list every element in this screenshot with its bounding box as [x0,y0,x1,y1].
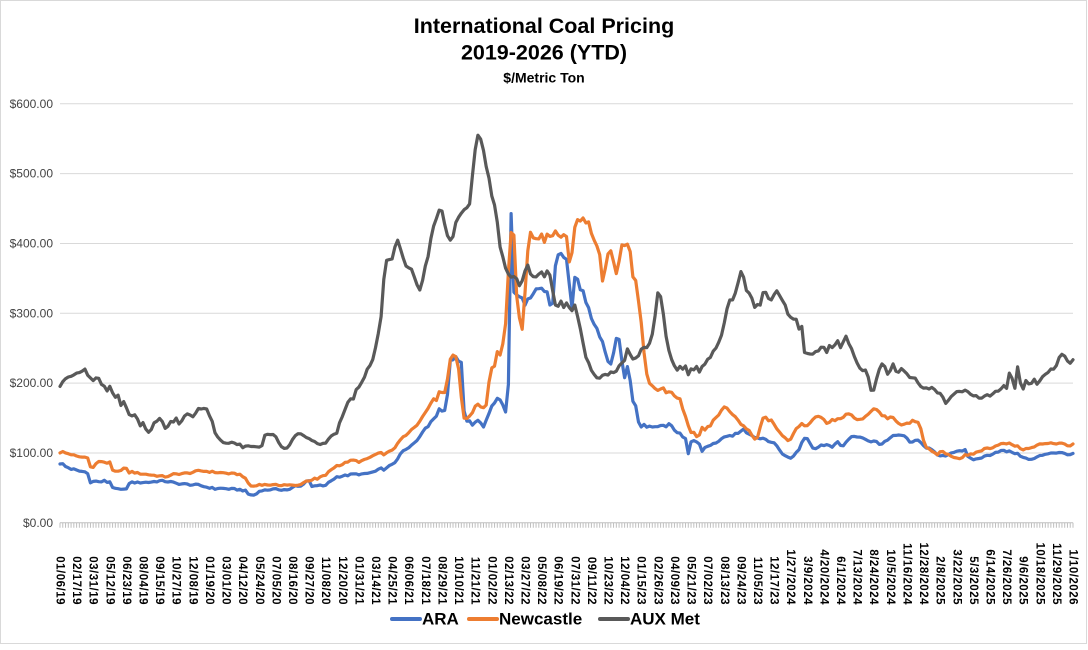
svg-text:$100.00: $100.00 [10,446,54,460]
svg-text:02/17/19: 02/17/19 [70,556,82,605]
svg-text:03/01/20: 03/01/20 [220,556,232,605]
svg-text:6/14/2025: 6/14/2025 [984,549,996,605]
svg-text:06/06/21: 06/06/21 [402,556,414,605]
svg-text:12/04/22: 12/04/22 [618,556,630,605]
svg-text:03/14/21: 03/14/21 [369,556,381,605]
svg-text:12/20/20: 12/20/20 [336,556,348,605]
svg-text:12/17/23: 12/17/23 [768,556,780,605]
svg-text:3/9/2024: 3/9/2024 [801,556,813,605]
svg-text:$0.00: $0.00 [23,516,53,530]
svg-text:07/05/20: 07/05/20 [269,556,281,605]
svg-text:10/5/2024: 10/5/2024 [884,549,896,605]
svg-text:09/11/22: 09/11/22 [585,557,597,605]
svg-text:03/27/22: 03/27/22 [519,556,531,605]
svg-text:05/08/22: 05/08/22 [535,556,547,605]
svg-text:AUX Met: AUX Met [630,610,700,629]
svg-text:1/27/2024: 1/27/2024 [784,549,796,605]
svg-text:01/19/20: 01/19/20 [203,556,215,605]
svg-text:10/18/2025: 10/18/2025 [1033,542,1045,605]
svg-text:09/24/23: 09/24/23 [734,556,746,605]
svg-text:08/29/21: 08/29/21 [436,556,448,605]
svg-text:07/02/23: 07/02/23 [701,556,713,605]
svg-text:10/27/19: 10/27/19 [170,556,182,605]
svg-text:$400.00: $400.00 [10,237,54,251]
svg-text:3/22/2025: 3/22/2025 [950,549,962,605]
svg-text:International Coal Pricing: International Coal Pricing [414,14,674,38]
svg-text:6/1/2024: 6/1/2024 [834,556,846,605]
svg-text:04/09/23: 04/09/23 [668,556,680,605]
svg-text:07/31/22: 07/31/22 [568,556,580,605]
svg-text:01/06/19: 01/06/19 [54,556,66,605]
svg-text:02/26/23: 02/26/23 [651,556,663,605]
svg-text:9/6/2025: 9/6/2025 [1017,556,1029,605]
svg-text:08/13/23: 08/13/23 [718,556,730,605]
svg-text:03/31/19: 03/31/19 [87,556,99,605]
svg-text:08/16/20: 08/16/20 [286,556,298,605]
svg-text:11/29/2025: 11/29/2025 [1050,543,1062,605]
svg-text:7/26/2025: 7/26/2025 [1000,549,1012,605]
svg-text:01/02/22: 01/02/22 [485,556,497,605]
svg-text:06/19/22: 06/19/22 [552,556,564,605]
svg-text:$/Metric Ton: $/Metric Ton [503,70,584,86]
svg-text:1/10/2026: 1/10/2026 [1067,549,1079,605]
svg-text:8/24/2024: 8/24/2024 [867,549,879,605]
svg-text:06/23/19: 06/23/19 [120,556,132,605]
svg-text:ARA: ARA [422,610,459,629]
svg-text:08/04/19: 08/04/19 [137,556,149,605]
svg-text:7/13/2024: 7/13/2024 [851,549,863,605]
svg-text:07/18/21: 07/18/21 [419,556,431,605]
svg-text:09/27/20: 09/27/20 [303,556,315,605]
svg-text:$500.00: $500.00 [10,167,54,181]
svg-text:11/21/21: 11/21/21 [469,557,481,605]
svg-text:11/08/20: 11/08/20 [319,557,331,605]
svg-text:02/13/22: 02/13/22 [502,556,514,605]
svg-text:$600.00: $600.00 [10,97,54,111]
svg-text:$200.00: $200.00 [10,376,54,390]
svg-text:4/20/2024: 4/20/2024 [817,549,829,605]
svg-text:04/25/21: 04/25/21 [386,556,398,605]
svg-text:2/8/2025: 2/8/2025 [934,556,946,605]
svg-text:05/21/23: 05/21/23 [685,556,697,605]
svg-text:12/28/2024: 12/28/2024 [917,542,929,605]
svg-text:5/3/2025: 5/3/2025 [967,556,979,605]
svg-text:05/24/20: 05/24/20 [253,556,265,605]
svg-text:09/15/19: 09/15/19 [153,556,165,605]
svg-text:10/23/22: 10/23/22 [602,556,614,605]
svg-text:04/12/20: 04/12/20 [236,556,248,605]
svg-text:12/08/19: 12/08/19 [186,556,198,605]
svg-text:Newcastle: Newcastle [499,610,582,629]
svg-text:2019-2026 (YTD): 2019-2026 (YTD) [461,41,627,65]
svg-text:$300.00: $300.00 [10,306,54,320]
svg-text:01/31/21: 01/31/21 [352,556,364,605]
svg-text:10/10/21: 10/10/21 [452,556,464,605]
svg-text:11/05/23: 11/05/23 [751,557,763,605]
svg-text:05/12/19: 05/12/19 [103,556,115,605]
svg-text:11/16/2024: 11/16/2024 [900,543,912,605]
svg-text:01/15/23: 01/15/23 [635,556,647,605]
